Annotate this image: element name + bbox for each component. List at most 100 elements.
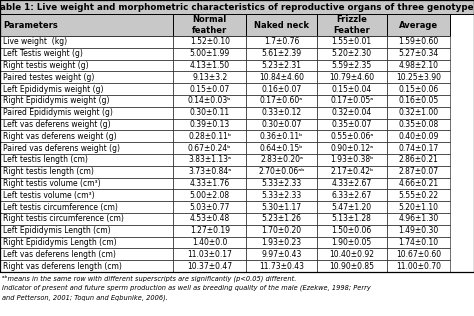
Bar: [173, 260, 246, 272]
Bar: [387, 118, 450, 131]
Text: 0.39±0.13: 0.39±0.13: [190, 120, 230, 129]
Bar: [0, 213, 173, 225]
Bar: [317, 260, 387, 272]
Bar: [173, 14, 246, 36]
Text: Left Epididymis weight (g): Left Epididymis weight (g): [3, 85, 103, 94]
Bar: [246, 189, 317, 201]
Bar: [173, 189, 246, 201]
Bar: [246, 142, 317, 154]
Text: 5.23±2.31: 5.23±2.31: [262, 61, 301, 70]
Bar: [387, 213, 450, 225]
Bar: [246, 260, 317, 272]
Bar: [246, 201, 317, 213]
Bar: [173, 95, 246, 107]
Text: 0.67±0.24ᵇ: 0.67±0.24ᵇ: [188, 143, 231, 153]
Bar: [387, 95, 450, 107]
Bar: [246, 60, 317, 71]
Bar: [173, 36, 246, 48]
Bar: [387, 107, 450, 118]
Bar: [246, 131, 317, 142]
Text: 5.13±1.28: 5.13±1.28: [332, 214, 372, 223]
Text: 5.33±2.33: 5.33±2.33: [262, 179, 301, 188]
Bar: [0, 166, 173, 178]
Text: 0.14±0.03ᵇ: 0.14±0.03ᵇ: [188, 96, 231, 106]
Text: 6.33±2.67: 6.33±2.67: [332, 191, 372, 200]
Bar: [246, 237, 317, 248]
Bar: [387, 260, 450, 272]
Text: Average: Average: [399, 21, 438, 29]
Text: Left testis circumference (cm): Left testis circumference (cm): [3, 203, 118, 212]
Bar: [387, 178, 450, 189]
Text: 10.40±0.92: 10.40±0.92: [329, 250, 374, 259]
Text: Paired testes weight (g): Paired testes weight (g): [3, 73, 94, 82]
Bar: [0, 83, 173, 95]
Text: 0.16±0.05: 0.16±0.05: [398, 96, 438, 106]
Text: 3.73±0.84ᵃ: 3.73±0.84ᵃ: [188, 167, 231, 176]
Bar: [387, 83, 450, 95]
Text: 4.98±2.10: 4.98±2.10: [398, 61, 438, 70]
Bar: [0, 48, 173, 60]
Text: 0.36±0.11ᵇ: 0.36±0.11ᵇ: [260, 132, 303, 141]
Bar: [387, 71, 450, 83]
Bar: [0, 71, 173, 83]
Text: 1.7±0.76: 1.7±0.76: [264, 37, 299, 46]
Bar: [246, 71, 317, 83]
Bar: [173, 60, 246, 71]
Bar: [0, 225, 173, 237]
Bar: [387, 14, 450, 36]
Text: 9.97±0.43: 9.97±0.43: [261, 250, 302, 259]
Bar: [173, 225, 246, 237]
Text: 5.30±1.17: 5.30±1.17: [262, 203, 301, 212]
Text: 2.83±0.20ᵃ: 2.83±0.20ᵃ: [260, 155, 303, 164]
Text: Indicator of present and future sperm production as well as breeding quality of : Indicator of present and future sperm pr…: [2, 284, 371, 291]
Text: 0.15±0.06: 0.15±0.06: [398, 85, 438, 94]
Text: 10.79±4.60: 10.79±4.60: [329, 73, 374, 82]
Bar: [173, 48, 246, 60]
Text: 0.35±0.07: 0.35±0.07: [331, 120, 372, 129]
Bar: [387, 237, 450, 248]
Text: 0.17±0.60ᵃ: 0.17±0.60ᵃ: [260, 96, 303, 106]
Text: Left testis volume (cm³): Left testis volume (cm³): [3, 191, 95, 200]
Text: 4.33±2.67: 4.33±2.67: [332, 179, 372, 188]
Text: Frizzle
Feather: Frizzle Feather: [333, 15, 370, 35]
Text: Right testis circumference (cm): Right testis circumference (cm): [3, 214, 124, 223]
Bar: [0, 95, 173, 107]
Text: Left vas deferens weight (g): Left vas deferens weight (g): [3, 120, 110, 129]
Bar: [246, 48, 317, 60]
Bar: [173, 71, 246, 83]
Text: 1.59±0.60: 1.59±0.60: [398, 37, 438, 46]
Bar: [317, 60, 387, 71]
Text: 0.17±0.05ᵃ: 0.17±0.05ᵃ: [330, 96, 374, 106]
Bar: [317, 201, 387, 213]
Bar: [173, 178, 246, 189]
Text: 9.13±3.2: 9.13±3.2: [192, 73, 228, 82]
Bar: [0, 0, 474, 14]
Text: 2.86±0.21: 2.86±0.21: [398, 155, 438, 164]
Text: 4.13±1.50: 4.13±1.50: [190, 61, 230, 70]
Text: 0.15±0.04: 0.15±0.04: [332, 85, 372, 94]
Bar: [0, 178, 173, 189]
Bar: [173, 213, 246, 225]
Bar: [0, 201, 173, 213]
Text: Left Epididymis Length (cm): Left Epididymis Length (cm): [3, 226, 110, 235]
Text: Parameters: Parameters: [3, 21, 58, 29]
Text: and Petterson, 2001; Toqun and Eqbunike, 2006).: and Petterson, 2001; Toqun and Eqbunike,…: [2, 294, 168, 301]
Text: 10.37±0.47: 10.37±0.47: [187, 262, 232, 270]
Bar: [0, 60, 173, 71]
Bar: [387, 248, 450, 260]
Bar: [246, 118, 317, 131]
Bar: [0, 237, 173, 248]
Text: 0.55±0.06ᵃ: 0.55±0.06ᵃ: [330, 132, 374, 141]
Text: Right Epididymis Length (cm): Right Epididymis Length (cm): [3, 238, 117, 247]
Text: 2.70±0.06ᵃᵇ: 2.70±0.06ᵃᵇ: [258, 167, 305, 176]
Text: 5.00±1.99: 5.00±1.99: [190, 49, 230, 58]
Text: 5.23±1.26: 5.23±1.26: [262, 214, 301, 223]
Bar: [317, 166, 387, 178]
Bar: [0, 131, 173, 142]
Text: 3.83±1.13ᵃ: 3.83±1.13ᵃ: [188, 155, 231, 164]
Bar: [173, 83, 246, 95]
Text: 1.52±0.10: 1.52±0.10: [190, 37, 230, 46]
Bar: [317, 237, 387, 248]
Bar: [387, 154, 450, 166]
Text: 4.53±0.48: 4.53±0.48: [190, 214, 230, 223]
